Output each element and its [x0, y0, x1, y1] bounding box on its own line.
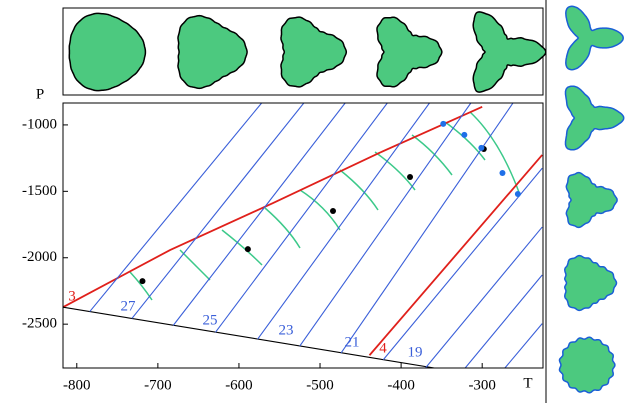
series-label: 25	[203, 312, 218, 328]
plot-frame	[62, 102, 544, 369]
shape	[376, 16, 443, 88]
shape	[177, 14, 248, 90]
series-label: 3	[68, 288, 76, 304]
shape	[565, 5, 624, 71]
x-tick-label: -400	[387, 377, 415, 393]
marker	[330, 207, 336, 214]
x-tick-label: -600	[225, 377, 253, 393]
series-line	[214, 103, 388, 333]
marker	[461, 131, 468, 138]
x-tick-label: -800	[63, 377, 91, 393]
arc	[129, 271, 153, 301]
series-line	[172, 103, 346, 326]
marker	[139, 278, 146, 285]
arc	[264, 207, 301, 249]
series-label: 4	[379, 340, 387, 356]
marker	[499, 170, 506, 177]
y-tick-label: -1500	[22, 183, 57, 199]
arc	[179, 249, 211, 281]
series-line	[340, 103, 514, 354]
series-line	[504, 323, 543, 368]
shape	[472, 11, 547, 93]
shape	[564, 85, 625, 151]
series-line	[382, 167, 543, 361]
series-label: 23	[279, 322, 294, 338]
series-line	[63, 106, 483, 308]
marker	[440, 120, 447, 127]
green-arcs	[129, 111, 521, 301]
arc	[444, 121, 486, 161]
series-line	[89, 103, 263, 312]
series-line	[368, 154, 543, 356]
x-tick-label: -500	[306, 377, 334, 393]
marker	[478, 144, 485, 151]
x-axis-label: T	[523, 375, 532, 391]
y-tick-label: -2000	[22, 249, 57, 265]
arc	[221, 229, 263, 266]
x-tick-label: -700	[144, 377, 172, 393]
series-line	[425, 226, 543, 368]
series-line	[257, 103, 430, 340]
arc	[411, 134, 453, 176]
y-tick-label: -1000	[22, 116, 57, 132]
marker	[407, 173, 414, 180]
shape	[565, 171, 618, 229]
plot-area	[63, 103, 543, 368]
series-line	[299, 103, 472, 347]
arc	[339, 169, 379, 211]
shape	[558, 336, 616, 394]
marker	[514, 190, 521, 197]
x-tick-label: -300	[468, 377, 496, 393]
series-label: 19	[408, 344, 423, 360]
marker	[244, 246, 251, 253]
series-line	[63, 306, 435, 368]
series-label: 21	[345, 334, 360, 350]
arc	[469, 111, 521, 196]
y-axis-label: P	[36, 86, 44, 102]
shape	[68, 12, 147, 92]
series-label: 27	[121, 298, 137, 314]
arc	[374, 151, 416, 191]
shapes	[68, 5, 625, 394]
series-line	[464, 274, 543, 368]
shape	[280, 16, 348, 88]
arc	[299, 189, 341, 231]
series-line	[131, 103, 305, 319]
shape	[564, 254, 618, 312]
y-tick-label: -2500	[22, 316, 57, 332]
